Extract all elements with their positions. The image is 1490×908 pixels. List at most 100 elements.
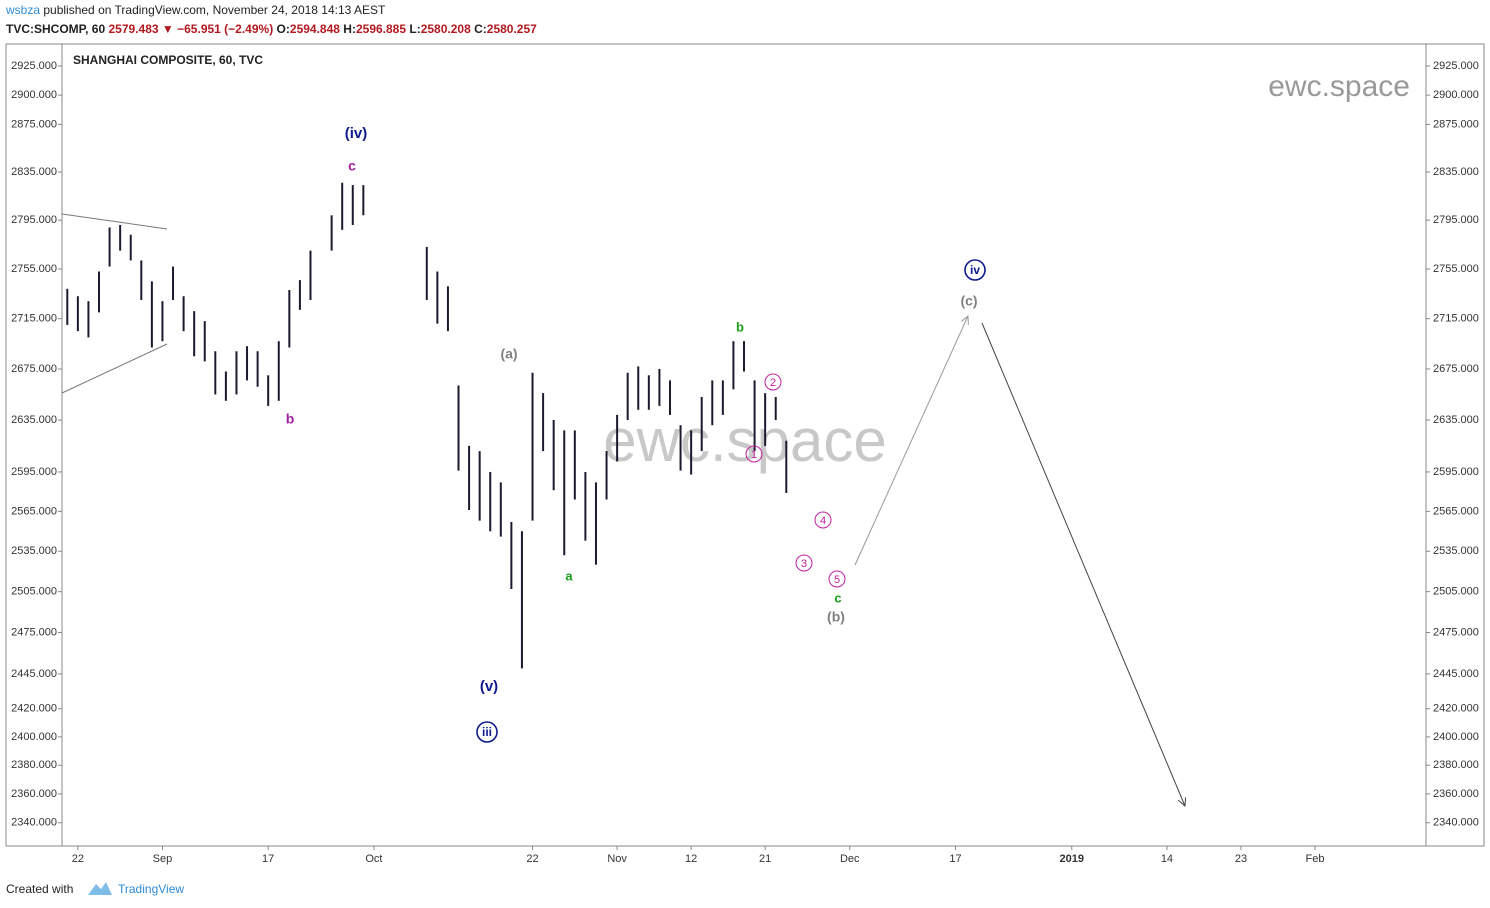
- ohlc-label: C:: [474, 22, 487, 36]
- y-tick-label: 2835.000: [1433, 166, 1479, 178]
- y-tick-label: 2445.000: [11, 668, 57, 680]
- wave-circle: [795, 554, 813, 572]
- wave-label: (c): [960, 293, 977, 309]
- y-tick-label: 2635.000: [11, 414, 57, 426]
- wave-label: c: [834, 590, 841, 605]
- y-tick-label: 2505.000: [1433, 586, 1479, 598]
- watermark-large: ewc.space: [603, 407, 886, 474]
- x-tick-label: 2019: [1060, 853, 1084, 865]
- x-tick-label: Sep: [153, 853, 173, 865]
- wave-circle: [764, 373, 782, 391]
- wave-circle: [745, 445, 763, 463]
- y-tick-label: 2400.000: [1433, 731, 1479, 743]
- wave-label: (v): [480, 678, 498, 695]
- y-tick-label: 2715.000: [1433, 313, 1479, 325]
- ohlc-value: 2594.848: [290, 22, 340, 36]
- y-tick-label: 2795.000: [11, 214, 57, 226]
- y-tick-label: 2675.000: [1433, 363, 1479, 375]
- wave-circle: [814, 511, 832, 529]
- wave-label: c: [348, 158, 356, 174]
- y-tick-label: 2400.000: [11, 731, 57, 743]
- chart-title: SHANGHAI COMPOSITE, 60, TVC: [73, 53, 263, 67]
- header-line-2: TVC:SHCOMP, 60 2579.483 ▼ −65.951 (−2.49…: [6, 22, 537, 36]
- y-tick-label: 2875.000: [11, 118, 57, 130]
- wave-label: 1: [751, 449, 757, 461]
- y-tick-label: 2900.000: [11, 89, 57, 101]
- y-tick-label: 2925.000: [11, 60, 57, 72]
- trend-line: [61, 343, 168, 394]
- symbol: TVC:SHCOMP, 60: [6, 22, 105, 36]
- y-tick-label: 2420.000: [11, 703, 57, 715]
- y-tick-label: 2900.000: [1433, 89, 1479, 101]
- wave-label: 5: [834, 574, 840, 586]
- wave-label: (b): [827, 609, 845, 625]
- wave-label: b: [736, 319, 744, 334]
- y-tick-label: 2595.000: [11, 466, 57, 478]
- y-tick-label: 2535.000: [11, 545, 57, 557]
- brand-logo: [88, 882, 112, 895]
- y-tick-label: 2565.000: [11, 505, 57, 517]
- user: wsbza: [5, 3, 40, 17]
- footer-created: Created with: [6, 882, 73, 896]
- ohlc-label: L:: [409, 22, 420, 36]
- wave-label: iii: [482, 725, 492, 739]
- plot-frame: [61, 43, 1427, 847]
- x-tick-label: 22: [526, 853, 538, 865]
- y-tick-label: 2380.000: [11, 759, 57, 771]
- y-tick-label: 2380.000: [1433, 759, 1479, 771]
- y-tick-label: 2635.000: [1433, 414, 1479, 426]
- trend-line: [61, 213, 168, 230]
- y-tick-label: 2340.000: [1433, 817, 1479, 829]
- y-tick-label: 2475.000: [1433, 626, 1479, 638]
- wave-label: iv: [970, 263, 980, 277]
- published: published on TradingView.com, November 2…: [43, 3, 386, 17]
- projection-arrow: [854, 316, 968, 566]
- footer-brand[interactable]: TradingView: [118, 882, 184, 896]
- wave-label: 4: [820, 515, 826, 527]
- x-tick-label: 14: [1161, 853, 1173, 865]
- x-tick-label: 17: [949, 853, 961, 865]
- y-tick-label: 2565.000: [1433, 505, 1479, 517]
- y-tick-label: 2360.000: [1433, 788, 1479, 800]
- wave-label: b: [286, 411, 295, 427]
- projection-arrow: [981, 322, 1185, 806]
- header-line-1: wsbza published on TradingView.com, Nove…: [5, 3, 386, 17]
- y-tick-label: 2875.000: [1433, 118, 1479, 130]
- wave-label: (iv): [345, 125, 368, 142]
- wave-circle: [964, 259, 986, 281]
- wave-label: (a): [500, 346, 517, 362]
- y-tick-label: 2925.000: [1433, 60, 1479, 72]
- y-tick-label: 2715.000: [11, 313, 57, 325]
- y-tick-label: 2595.000: [1433, 466, 1479, 478]
- wave-label: a: [565, 568, 573, 583]
- footer: Created with TradingView: [6, 882, 184, 896]
- ohlc-value: 2596.885: [356, 22, 406, 36]
- ohlc-label: O:: [277, 22, 290, 36]
- last: 2579.483: [108, 22, 158, 36]
- wave-circle: [476, 721, 498, 743]
- change: −65.951 (−2.49%): [177, 22, 273, 36]
- y-tick-label: 2505.000: [11, 586, 57, 598]
- watermark-small: ewc.space: [1268, 70, 1410, 103]
- y-tick-label: 2535.000: [1433, 545, 1479, 557]
- x-tick-label: Oct: [365, 853, 382, 865]
- x-tick-label: Feb: [1305, 853, 1324, 865]
- y-tick-label: 2675.000: [11, 363, 57, 375]
- y-tick-label: 2340.000: [11, 817, 57, 829]
- y-tick-label: 2420.000: [1433, 703, 1479, 715]
- y-tick-label: 2795.000: [1433, 214, 1479, 226]
- y-tick-label: 2445.000: [1433, 668, 1479, 680]
- wave-label: 2: [770, 377, 776, 389]
- ohlc-value: 2580.208: [421, 22, 471, 36]
- y-tick-label: 2755.000: [11, 263, 57, 275]
- x-tick-label: Nov: [607, 853, 627, 865]
- x-tick-label: 17: [262, 853, 274, 865]
- x-tick-label: 12: [685, 853, 697, 865]
- x-tick-label: 21: [759, 853, 771, 865]
- y-tick-label: 2835.000: [11, 166, 57, 178]
- x-tick-label: 22: [72, 853, 84, 865]
- ohlc-label: H:: [343, 22, 356, 36]
- wave-circle: [828, 570, 846, 588]
